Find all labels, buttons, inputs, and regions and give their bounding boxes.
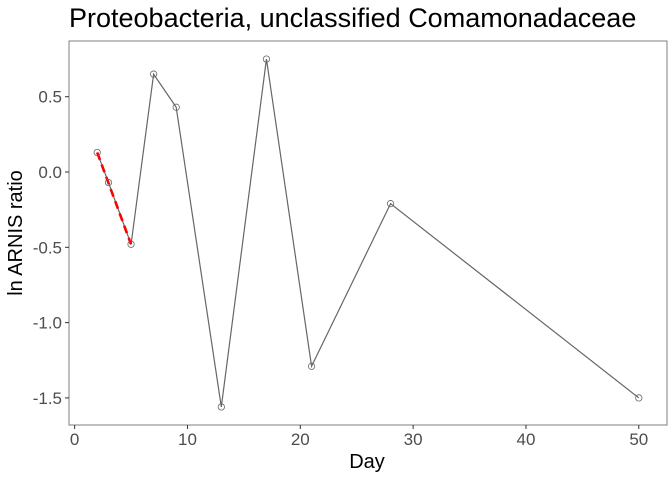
x-axis-label: Day — [349, 451, 385, 473]
data-point — [217, 403, 225, 411]
x-tick-label: 30 — [404, 430, 423, 449]
data-point — [262, 55, 271, 63]
point-layer — [93, 55, 643, 411]
y-tick-label: -1.0 — [33, 314, 62, 333]
y-axis: -1.5 -1.0 -0.5 0.0 0.5 — [33, 88, 69, 408]
data-point — [172, 103, 180, 111]
data-point — [386, 200, 395, 208]
y-tick-label: 0.5 — [38, 88, 62, 107]
data-point — [93, 148, 101, 157]
plot-panel — [68, 40, 668, 426]
data-point — [635, 394, 643, 402]
fit-layer — [95, 151, 133, 245]
x-tick-label: 20 — [291, 430, 310, 449]
x-tick-label: 10 — [178, 430, 197, 449]
data-point — [307, 362, 316, 370]
y-axis-label: ln ARNIS ratio — [5, 170, 27, 296]
data-point — [104, 178, 113, 187]
x-tick-label: 0 — [70, 430, 79, 449]
data-point — [127, 240, 135, 248]
y-tick-label: -0.5 — [33, 238, 62, 257]
fit-line — [95, 151, 133, 245]
x-axis: 0 10 20 30 40 50 — [70, 425, 648, 449]
y-tick-label: 0.0 — [38, 163, 62, 182]
x-tick-label: 50 — [629, 430, 648, 449]
chart-title: Proteobacteria, unclassified Comamonadac… — [69, 3, 636, 33]
x-tick-label: 40 — [517, 430, 536, 449]
y-tick-label: -1.5 — [33, 389, 62, 408]
data-point — [150, 70, 158, 78]
